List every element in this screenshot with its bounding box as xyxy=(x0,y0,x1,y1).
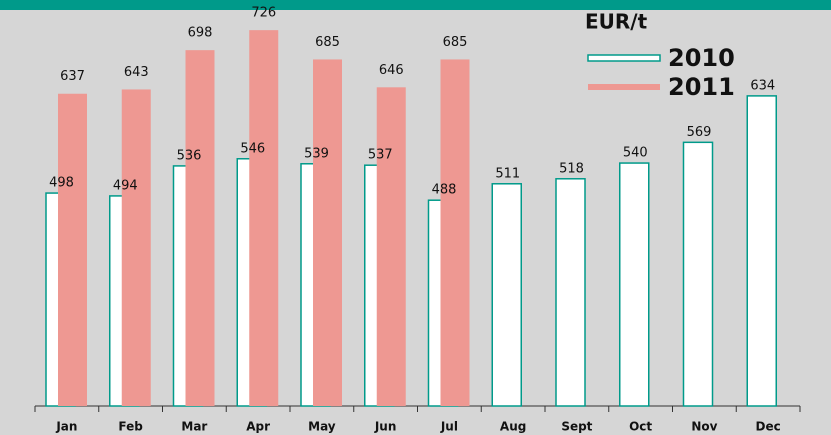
x-tick-label: Jan xyxy=(55,420,77,434)
x-tick-label: Oct xyxy=(629,420,652,434)
bar xyxy=(249,30,279,407)
data-label: 536 xyxy=(177,148,202,163)
x-tick-label: Jun xyxy=(374,420,397,434)
bar xyxy=(491,183,522,407)
data-label: 537 xyxy=(368,148,393,163)
data-label: 569 xyxy=(687,125,712,140)
legend-label: 2010 xyxy=(668,44,735,72)
legend-title: EUR/t xyxy=(585,10,648,34)
bar xyxy=(376,87,406,406)
x-tick-label: Dec xyxy=(756,420,781,434)
x-tick-label: May xyxy=(308,420,336,434)
bar xyxy=(185,50,215,406)
bar xyxy=(313,59,342,406)
data-label: 498 xyxy=(49,176,74,191)
top-band xyxy=(0,0,831,10)
data-label: 726 xyxy=(251,6,276,21)
data-label: 546 xyxy=(240,141,265,156)
x-tick-label: Nov xyxy=(691,420,717,434)
x-tick-label: Jul xyxy=(440,420,458,434)
bar xyxy=(440,59,470,406)
bar xyxy=(746,95,777,407)
x-tick-label: Feb xyxy=(118,420,143,434)
legend-swatch xyxy=(588,84,660,90)
x-tick-label: Apr xyxy=(246,420,270,434)
data-label: 646 xyxy=(379,63,404,78)
data-label: 643 xyxy=(124,65,149,80)
data-label: 685 xyxy=(443,35,468,50)
bar xyxy=(619,162,650,407)
data-label: 698 xyxy=(188,26,213,41)
bar xyxy=(58,93,87,406)
data-label: 494 xyxy=(113,178,138,193)
bar xyxy=(121,89,151,406)
data-label: 539 xyxy=(304,146,329,161)
data-label: 634 xyxy=(750,78,775,93)
legend-swatch xyxy=(587,54,661,62)
data-label: 685 xyxy=(315,35,340,50)
data-label: 637 xyxy=(60,69,85,84)
legend-label: 2011 xyxy=(668,73,735,101)
data-label: 511 xyxy=(495,166,520,181)
data-label: 518 xyxy=(559,161,584,176)
bar xyxy=(555,178,586,407)
x-tick-label: Aug xyxy=(500,420,526,434)
x-tick-label: Sept xyxy=(561,420,592,434)
x-tick-label: Mar xyxy=(181,420,207,434)
data-label: 488 xyxy=(432,183,457,198)
data-label: 540 xyxy=(623,146,648,161)
bar xyxy=(682,141,714,407)
